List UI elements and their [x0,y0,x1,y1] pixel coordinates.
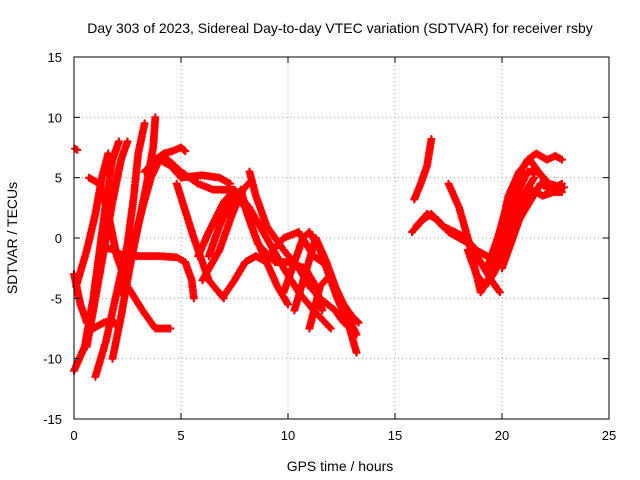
series-marker-trail [82,137,132,351]
y-tick-label: 5 [55,171,62,186]
data-series [245,167,357,333]
grid-layer [74,57,609,419]
data-series [504,179,566,255]
tick-layer: 0 5 10 15 20 25 -15 -10 -5 0 5 10 15 [43,50,616,443]
series-marker-trail [245,167,357,333]
y-axis-label: SDTVAR / TECUs [4,182,20,294]
series-marker-trail [305,270,361,339]
data-series [410,135,436,204]
y-tick-label: -5 [50,291,62,306]
data-series [305,270,361,339]
data-series [71,144,82,154]
series-marker-trail [504,179,566,255]
series-marker-trail [71,144,82,154]
x-tick-label: 20 [495,428,509,443]
x-tick-label: 25 [602,428,616,443]
chart-title: Day 303 of 2023, Sidereal Day-to-day VTE… [87,20,593,36]
y-tick-label: -15 [43,412,62,427]
x-axis-label: GPS time / hours [287,458,394,474]
x-tick-label: 15 [388,428,402,443]
series-marker-trail [198,176,256,285]
data-series [198,176,256,285]
series-layer [69,113,569,381]
x-tick-label: 10 [281,428,295,443]
x-tick-label: 0 [70,428,77,443]
y-tick-label: 15 [48,50,62,65]
y-tick-label: 10 [48,110,62,125]
series-marker-trail [410,135,436,204]
data-series [82,137,132,351]
y-tick-label: 0 [55,231,62,246]
data-series [482,149,566,273]
series-marker-trail [482,149,566,273]
y-tick-label: -10 [43,352,62,367]
x-tick-label: 5 [177,428,184,443]
